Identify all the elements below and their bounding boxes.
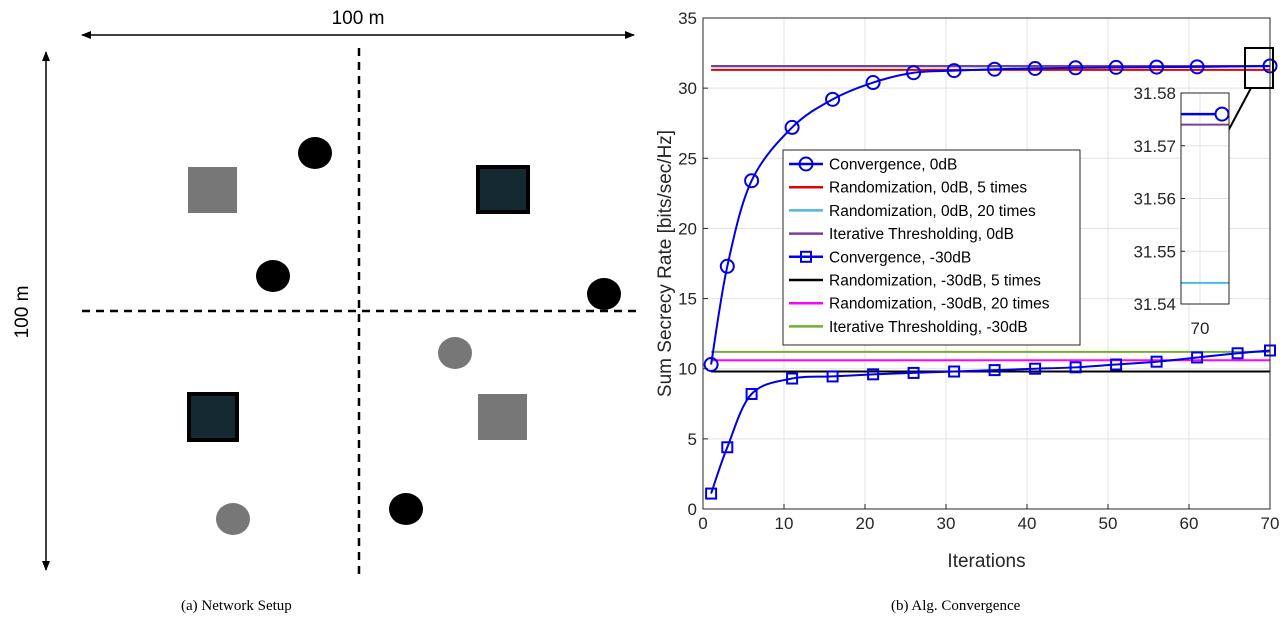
x-tick-label: 30 — [937, 514, 956, 533]
data-point — [865, 75, 881, 91]
series-line — [710, 64, 1271, 365]
legend-marker — [800, 250, 812, 263]
data-point — [1149, 59, 1165, 75]
black-circle-node — [587, 278, 621, 310]
data-point — [1150, 355, 1163, 368]
data-point — [825, 91, 841, 107]
convergence-chart: 0 10 20 30 40 50 60 70 0 5 10 15 20 25 30 35 Iterations S… — [655, 9, 1279, 572]
inset-y-tick-label: 31.58 — [1133, 84, 1176, 103]
inset-y-tick-label: 31.56 — [1133, 190, 1176, 209]
caption-network-setup: (a) Network Setup — [181, 598, 292, 614]
legend-marker — [798, 156, 814, 172]
legend-label: Convergence, -30dB — [829, 249, 971, 266]
dark-square-node — [476, 165, 530, 214]
x-tick-label: 0 — [698, 514, 707, 533]
x-tick-label: 50 — [1099, 514, 1118, 533]
data-point — [948, 365, 961, 378]
dark-square-node — [187, 392, 239, 442]
y-tick-label: 20 — [678, 219, 697, 238]
data-point — [1027, 61, 1043, 77]
y-tick-label: 0 — [688, 500, 697, 519]
legend: Convergence, 0dB Randomization, 0dB, 5 ti… — [782, 149, 1081, 346]
inset-border — [1180, 92, 1230, 305]
data-point — [946, 63, 962, 79]
legend-label: Randomization, -30dB, 20 times — [829, 296, 1050, 313]
gray-circle-node — [438, 337, 472, 369]
zoom-box — [1244, 47, 1274, 89]
inset-chart: 31.54 31.55 31.56 31.57 31.58 70 — [1133, 84, 1230, 338]
plot-border — [702, 17, 1271, 510]
inset-y-tick-label: 31.55 — [1133, 242, 1176, 261]
data-point — [1108, 59, 1124, 75]
data-point — [744, 173, 760, 189]
data-point — [907, 366, 920, 379]
data-point — [987, 61, 1003, 77]
y-axis-label: Sum Secrecy Rate [bits/sec/Hz] — [655, 130, 676, 397]
network-panel: 100 m 100 m — [12, 8, 636, 575]
black-circle-node — [256, 260, 290, 292]
data-point — [1029, 362, 1042, 375]
data-point — [1069, 361, 1082, 374]
x-tick-label: 10 — [775, 514, 794, 533]
data-point — [906, 65, 922, 81]
data-point — [784, 119, 800, 135]
data-point — [1068, 60, 1084, 76]
data-point — [1189, 59, 1205, 75]
y-tick-label: 5 — [688, 430, 697, 449]
series-line — [710, 349, 1271, 494]
x-axis-label: Iterations — [947, 551, 1025, 572]
data-point — [786, 372, 799, 385]
legend-label: Iterative Thresholding, 0dB — [829, 226, 1014, 243]
height-label: 100 m — [12, 286, 33, 339]
legend-label: Randomization, -30dB, 5 times — [829, 273, 1041, 290]
legend-box — [782, 149, 1081, 346]
data-point — [703, 357, 719, 373]
y-tick-label: 10 — [678, 360, 697, 379]
gray-square-node — [478, 394, 527, 440]
gray-circle-node — [216, 503, 250, 535]
legend-label: Randomization, 0dB, 5 times — [829, 180, 1027, 197]
x-tick-label: 60 — [1180, 514, 1199, 533]
caption-alg-convergence: (b) Alg. Convergence — [891, 598, 1021, 614]
black-circle-node — [389, 493, 423, 525]
inset-y-tick-label: 31.54 — [1133, 295, 1176, 314]
y-tick-label: 30 — [678, 79, 697, 98]
data-point — [988, 364, 1001, 377]
data-point — [721, 441, 734, 454]
data-point — [719, 258, 735, 274]
x-tick-label: 70 — [1261, 514, 1280, 533]
legend-label: Iterative Thresholding, -30dB — [829, 319, 1028, 336]
inset-y-tick-label: 31.57 — [1133, 137, 1176, 156]
gray-square-node — [188, 167, 237, 213]
x-tick-label: 20 — [856, 514, 875, 533]
data-point — [1110, 358, 1123, 371]
x-tick-label: 40 — [1018, 514, 1037, 533]
width-label: 100 m — [332, 8, 385, 29]
y-tick-label: 25 — [678, 149, 697, 168]
y-tick-label: 15 — [678, 290, 697, 309]
legend-label: Convergence, 0dB — [829, 157, 957, 174]
data-point — [745, 387, 758, 400]
data-point — [867, 368, 880, 381]
legend-label: Randomization, 0dB, 20 times — [829, 203, 1036, 220]
data-point — [705, 487, 718, 500]
data-point — [826, 370, 839, 383]
data-point — [1231, 347, 1244, 360]
data-point — [1191, 351, 1204, 364]
black-circle-node — [298, 137, 332, 169]
inset-x-tick-label: 70 — [1191, 319, 1210, 338]
y-tick-label: 35 — [678, 9, 697, 28]
